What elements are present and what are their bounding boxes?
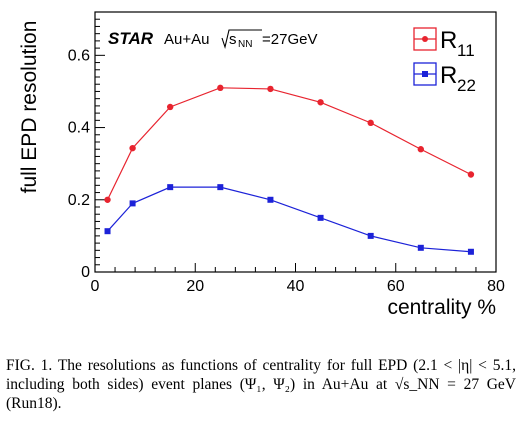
y-tick-label: 0.6 <box>68 47 90 64</box>
data-point <box>317 99 324 106</box>
legend-marker-r22 <box>422 71 428 77</box>
data-point <box>467 171 475 178</box>
y-axis-title: full EPD resolution <box>18 21 41 194</box>
data-point <box>166 103 174 111</box>
data-point <box>417 244 424 251</box>
legend-marker-r11 <box>422 36 428 42</box>
legend-label-r22: R <box>440 62 457 89</box>
data-point <box>267 85 274 93</box>
energy-sub: NN <box>238 39 252 50</box>
series-r11 <box>104 84 475 203</box>
data-point <box>167 184 174 191</box>
legend-sub-r11: 11 <box>457 41 475 60</box>
series-line <box>106 87 472 201</box>
y-tick-label: 0.2 <box>68 192 90 209</box>
data-point <box>217 184 224 191</box>
data-point <box>367 232 374 239</box>
plot-frame <box>94 11 497 273</box>
caption-text: FIG. 1. The resolutions as functions of … <box>6 357 516 412</box>
series-r22 <box>104 184 474 255</box>
axis-ticks: 0 20 40 60 80 0 0.2 0.4 0.6 <box>68 18 505 295</box>
data-point <box>217 84 224 92</box>
sqrt-sign <box>221 29 262 50</box>
data-point <box>129 144 136 152</box>
annotation: STAR Au+Au s NN =27GeV <box>108 29 317 50</box>
data-point <box>367 119 374 127</box>
x-tick-label: 20 <box>186 278 204 295</box>
data-point <box>317 214 324 221</box>
data-point <box>267 196 274 203</box>
energy-sqrt: s <box>229 31 237 48</box>
x-tick-label: 0 <box>91 278 100 295</box>
legend-sub-r22: 22 <box>457 76 476 95</box>
data-point <box>417 146 425 153</box>
x-tick-label: 80 <box>487 278 505 295</box>
figure-caption: FIG. 1. The resolutions as functions of … <box>6 356 516 413</box>
y-tick-label: 0.4 <box>68 120 90 137</box>
legend: R 11 R 22 <box>413 27 476 95</box>
legend-entry-r11: R 11 <box>413 27 475 60</box>
x-axis-title: centrality % <box>387 296 496 319</box>
data-point <box>104 228 111 235</box>
data-point <box>129 200 136 207</box>
x-tick-label: 40 <box>287 278 305 295</box>
x-tick-label: 60 <box>387 278 405 295</box>
system-label: Au+Au <box>164 31 209 48</box>
legend-entry-r22: R 22 <box>413 62 476 95</box>
series-layer <box>104 84 475 255</box>
data-point <box>467 248 474 255</box>
experiment-label: STAR <box>108 29 154 48</box>
plot-border <box>94 11 497 273</box>
series-line <box>107 186 471 253</box>
data-point <box>104 196 111 203</box>
y-tick-label: 0 <box>81 264 90 281</box>
legend-label-r11: R <box>440 27 457 54</box>
energy-value: =27GeV <box>262 31 317 48</box>
